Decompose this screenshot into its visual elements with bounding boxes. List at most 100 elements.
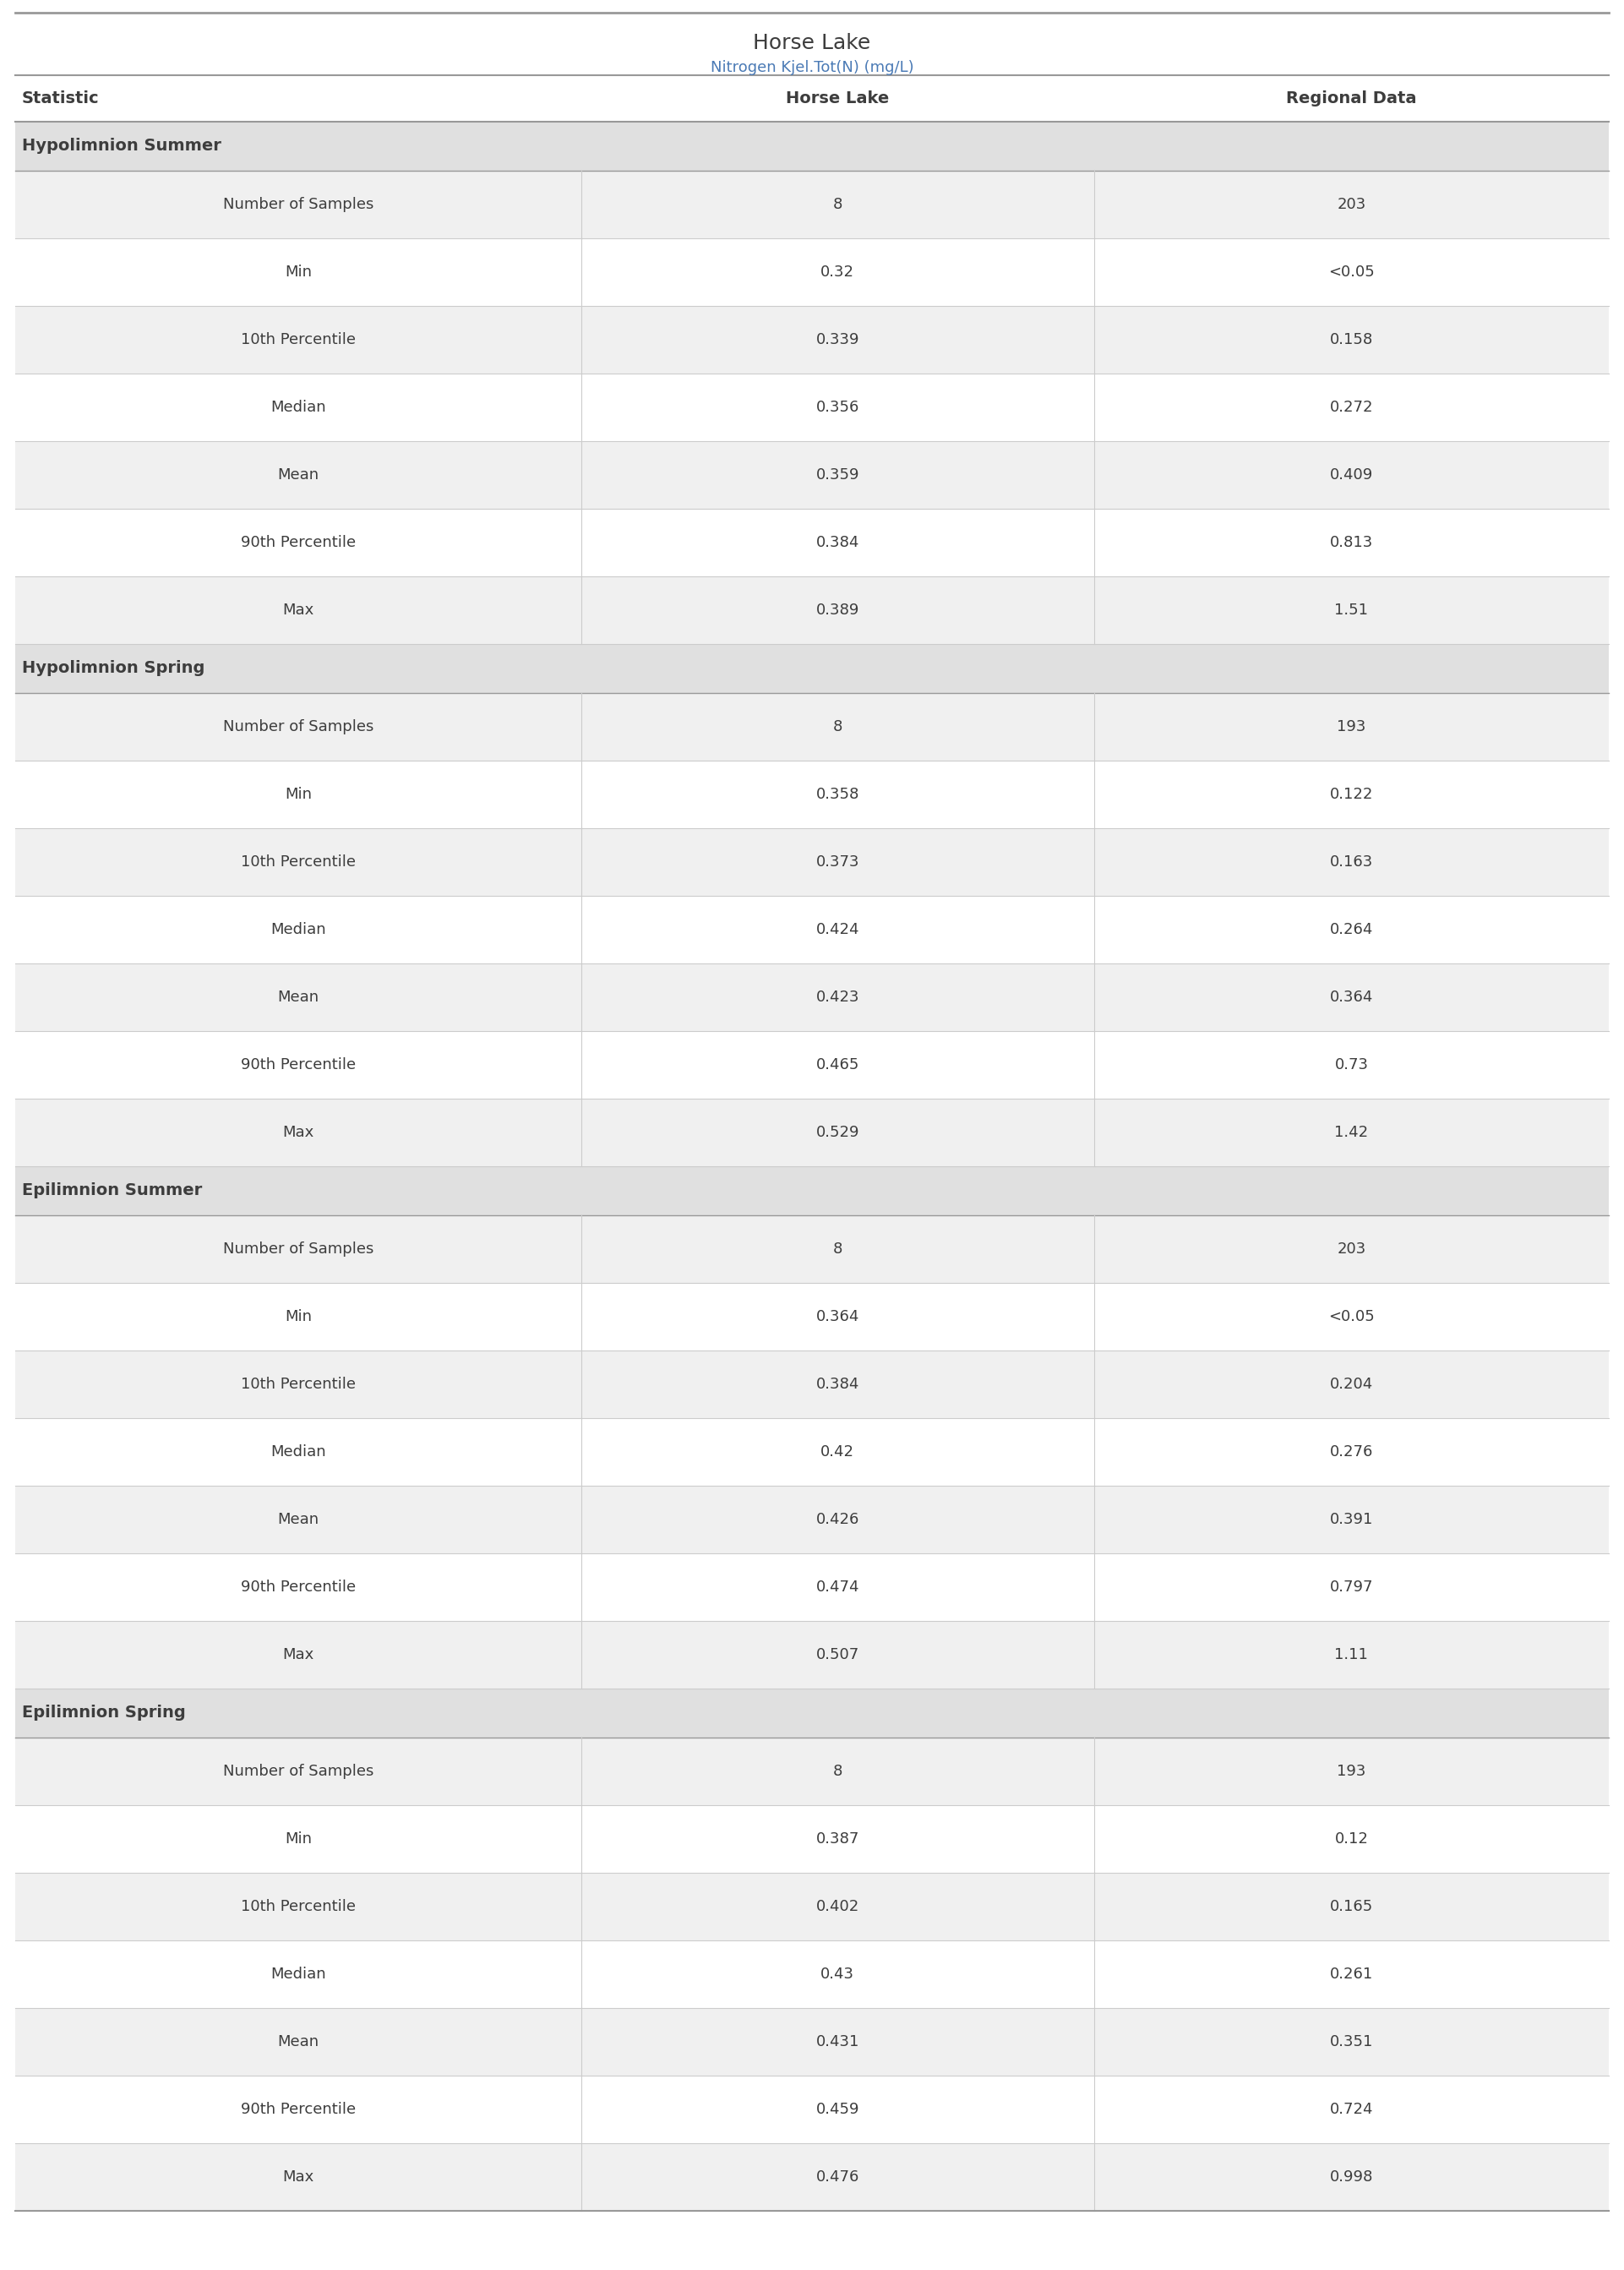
Text: Min: Min (284, 263, 312, 279)
Text: Number of Samples: Number of Samples (222, 1242, 374, 1258)
Bar (15, 1351, 1609, 1419)
Text: 1.42: 1.42 (1335, 1124, 1369, 1140)
Text: 8: 8 (833, 720, 843, 733)
Text: 0.122: 0.122 (1330, 788, 1374, 801)
Bar (15, 1214, 1609, 1283)
Text: 0.724: 0.724 (1330, 2102, 1374, 2118)
Text: 8: 8 (833, 197, 843, 211)
Text: 8: 8 (833, 1242, 843, 1258)
Text: 0.409: 0.409 (1330, 468, 1372, 484)
Bar (15, 577, 1609, 645)
Bar (15, 2143, 1609, 2211)
Text: 0.364: 0.364 (815, 1310, 859, 1323)
Text: Epilimnion Summer: Epilimnion Summer (23, 1183, 201, 1199)
Text: 90th Percentile: 90th Percentile (240, 1580, 356, 1594)
Text: Number of Samples: Number of Samples (222, 197, 374, 211)
Text: 0.797: 0.797 (1330, 1580, 1374, 1594)
Bar (15, 1099, 1609, 1167)
Text: Mean: Mean (278, 468, 318, 484)
Text: 0.459: 0.459 (815, 2102, 859, 2118)
Bar (15, 2075, 1609, 2143)
Text: 1.51: 1.51 (1335, 602, 1369, 617)
Text: 0.813: 0.813 (1330, 536, 1372, 549)
Text: 0.43: 0.43 (820, 1966, 854, 1982)
Bar (15, 1941, 1609, 2009)
Text: 0.12: 0.12 (1335, 1832, 1369, 1846)
Text: Hypolimnion Summer: Hypolimnion Summer (23, 138, 221, 154)
Text: Mean: Mean (278, 990, 318, 1006)
Text: Min: Min (284, 788, 312, 801)
Text: Min: Min (284, 1832, 312, 1846)
Bar (15, 897, 1609, 962)
Text: Max: Max (283, 2170, 313, 2184)
Bar (15, 829, 1609, 897)
Bar (15, 1283, 1609, 1351)
Bar (15, 1031, 1609, 1099)
Text: 8: 8 (833, 1764, 843, 1780)
Text: 0.431: 0.431 (815, 2034, 859, 2050)
Text: 0.163: 0.163 (1330, 854, 1372, 869)
Text: 193: 193 (1337, 1764, 1366, 1780)
Text: 0.507: 0.507 (815, 1648, 859, 1662)
Text: Nitrogen Kjel.Tot(N) (mg/L): Nitrogen Kjel.Tot(N) (mg/L) (710, 59, 914, 75)
Bar (15, 645, 1609, 692)
Text: 203: 203 (1337, 1242, 1366, 1258)
Text: 0.272: 0.272 (1330, 400, 1374, 415)
Text: 0.529: 0.529 (815, 1124, 859, 1140)
Bar (15, 170, 1609, 238)
Text: 1.11: 1.11 (1335, 1648, 1369, 1662)
Bar (15, 238, 1609, 306)
Bar (15, 375, 1609, 440)
Bar (15, 1873, 1609, 1941)
Text: 0.424: 0.424 (815, 922, 859, 938)
Text: 90th Percentile: 90th Percentile (240, 2102, 356, 2118)
Text: 0.373: 0.373 (815, 854, 859, 869)
Bar (15, 2009, 1609, 2075)
Bar (15, 962, 1609, 1031)
Text: Max: Max (283, 1648, 313, 1662)
Text: Min: Min (284, 1310, 312, 1323)
Text: 0.261: 0.261 (1330, 1966, 1372, 1982)
Bar (15, 1419, 1609, 1485)
Text: 0.359: 0.359 (815, 468, 859, 484)
Text: Horse Lake: Horse Lake (754, 32, 870, 52)
Text: Median: Median (270, 922, 326, 938)
Bar (15, 1805, 1609, 1873)
Text: 0.264: 0.264 (1330, 922, 1374, 938)
Bar (15, 760, 1609, 829)
Bar (15, 1737, 1609, 1805)
Text: Hypolimnion Spring: Hypolimnion Spring (23, 661, 205, 676)
Text: 0.276: 0.276 (1330, 1444, 1374, 1460)
Bar (15, 440, 1609, 508)
Text: 90th Percentile: 90th Percentile (240, 536, 356, 549)
Text: 0.364: 0.364 (1330, 990, 1374, 1006)
Text: <0.05: <0.05 (1328, 263, 1374, 279)
Bar (15, 1485, 1609, 1553)
Text: <0.05: <0.05 (1328, 1310, 1374, 1323)
Text: Median: Median (270, 1444, 326, 1460)
Text: 0.387: 0.387 (815, 1832, 859, 1846)
Text: 10th Percentile: 10th Percentile (240, 331, 356, 347)
Text: 0.391: 0.391 (1330, 1512, 1374, 1528)
Text: Median: Median (270, 400, 326, 415)
Text: 0.423: 0.423 (815, 990, 859, 1006)
Bar (15, 1553, 1609, 1621)
Text: Mean: Mean (278, 2034, 318, 2050)
Text: 0.476: 0.476 (815, 2170, 859, 2184)
Text: Regional Data: Regional Data (1286, 91, 1416, 107)
Text: 0.204: 0.204 (1330, 1376, 1372, 1392)
Text: 0.389: 0.389 (815, 602, 859, 617)
Text: 0.384: 0.384 (815, 1376, 859, 1392)
Text: 10th Percentile: 10th Percentile (240, 1900, 356, 1914)
Bar (15, 1621, 1609, 1689)
Text: 0.358: 0.358 (815, 788, 859, 801)
Text: 0.474: 0.474 (815, 1580, 859, 1594)
Text: 0.402: 0.402 (815, 1900, 859, 1914)
Bar (15, 508, 1609, 577)
Text: 90th Percentile: 90th Percentile (240, 1058, 356, 1071)
Text: Max: Max (283, 602, 313, 617)
Text: Max: Max (283, 1124, 313, 1140)
Text: 0.356: 0.356 (815, 400, 859, 415)
Text: 203: 203 (1337, 197, 1366, 211)
Text: 0.158: 0.158 (1330, 331, 1372, 347)
